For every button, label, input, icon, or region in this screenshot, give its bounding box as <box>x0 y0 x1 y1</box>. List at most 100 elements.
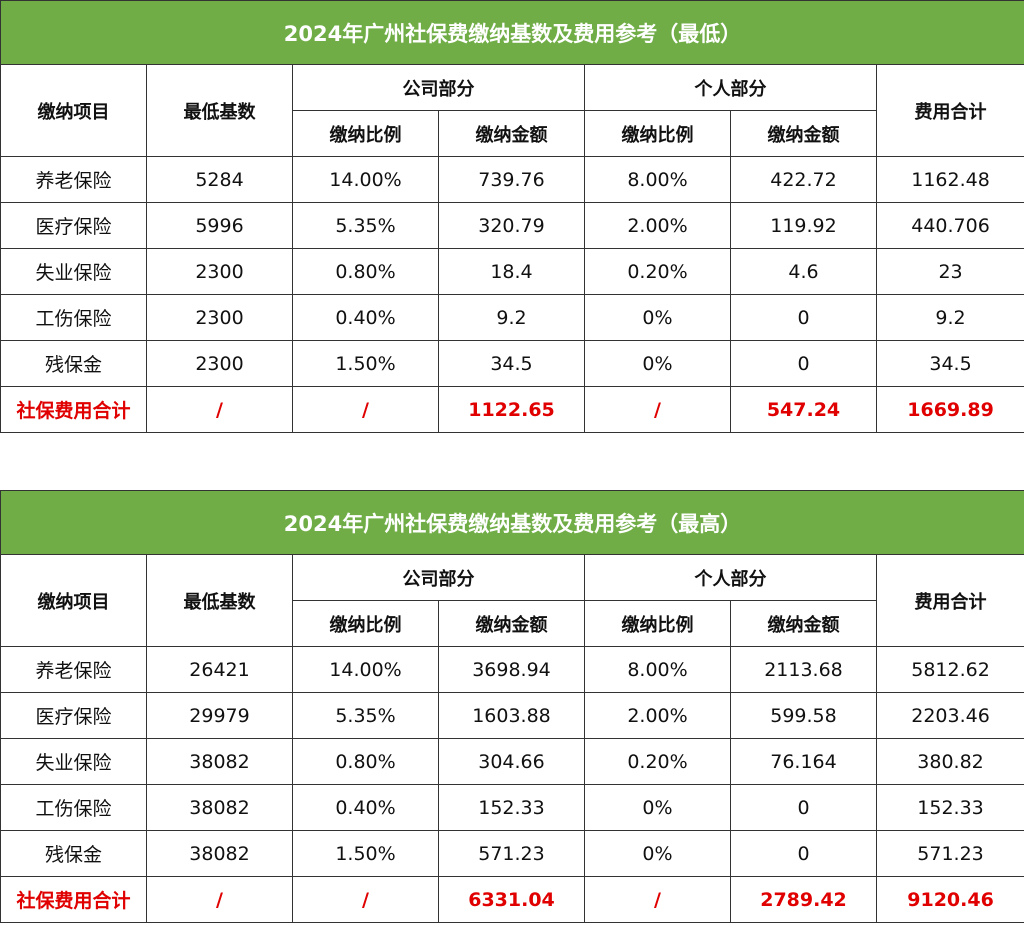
header-total: 费用合计 <box>875 554 1024 647</box>
cell-personal-amount: 422.72 <box>730 156 877 203</box>
header-base: 最低基数 <box>146 64 293 157</box>
cell-item: 医疗保险 <box>0 202 147 249</box>
cell-personal-amount: 0 <box>730 294 877 341</box>
cell-total: 152.33 <box>875 784 1024 831</box>
cell-personal-rate: 0% <box>584 340 731 387</box>
table-row: 失业保险 2300 0.80% 18.4 0.20% 4.6 23 <box>0 248 1024 295</box>
cell-personal-amount: 4.6 <box>730 248 877 295</box>
table-row: 残保金 2300 1.50% 34.5 0% 0 34.5 <box>0 340 1024 387</box>
total-company-rate: / <box>292 876 439 923</box>
cell-company-amount: 34.5 <box>438 340 585 387</box>
header-item: 缴纳项目 <box>0 64 147 157</box>
cell-company-amount: 304.66 <box>438 738 585 785</box>
table-row: 养老保险 5284 14.00% 739.76 8.00% 422.72 116… <box>0 156 1024 203</box>
header-total: 费用合计 <box>875 64 1024 157</box>
header-base: 最低基数 <box>146 554 293 647</box>
header-company-amount: 缴纳金额 <box>438 110 585 157</box>
cell-personal-rate: 0% <box>584 830 731 877</box>
cell-item: 工伤保险 <box>0 294 147 341</box>
cell-personal-rate: 0% <box>584 294 731 341</box>
cell-personal-amount: 599.58 <box>730 692 877 739</box>
cell-total: 440.706 <box>875 202 1024 249</box>
cell-personal-rate: 2.00% <box>584 202 731 249</box>
header-personal: 个人部分 <box>584 554 877 601</box>
cell-base: 2300 <box>146 294 293 341</box>
cell-total: 23 <box>875 248 1024 295</box>
total-item: 社保费用合计 <box>0 386 147 433</box>
cell-base: 5284 <box>146 156 293 203</box>
cell-personal-amount: 0 <box>730 340 877 387</box>
cell-item: 养老保险 <box>0 646 147 693</box>
total-base: / <box>146 876 293 923</box>
cell-total: 5812.62 <box>875 646 1024 693</box>
table-row: 残保金 38082 1.50% 571.23 0% 0 571.23 <box>0 830 1024 877</box>
header-company-rate: 缴纳比例 <box>292 110 439 157</box>
cell-personal-rate: 0.20% <box>584 248 731 295</box>
table-row: 医疗保险 29979 5.35% 1603.88 2.00% 599.58 22… <box>0 692 1024 739</box>
cell-total: 2203.46 <box>875 692 1024 739</box>
cell-base: 38082 <box>146 784 293 831</box>
cell-item: 医疗保险 <box>0 692 147 739</box>
social-insurance-max-table: 2024年广州社保费缴纳基数及费用参考（最高） 缴纳项目 最低基数 公司部分 个… <box>0 490 1024 923</box>
table-row: 医疗保险 5996 5.35% 320.79 2.00% 119.92 440.… <box>0 202 1024 249</box>
cell-total: 571.23 <box>875 830 1024 877</box>
cell-personal-rate: 2.00% <box>584 692 731 739</box>
total-personal-rate: / <box>584 876 731 923</box>
cell-company-rate: 0.80% <box>292 248 439 295</box>
cell-personal-amount: 2113.68 <box>730 646 877 693</box>
cell-company-rate: 14.00% <box>292 646 439 693</box>
header-item: 缴纳项目 <box>0 554 147 647</box>
header-company: 公司部分 <box>292 64 585 111</box>
cell-total: 34.5 <box>875 340 1024 387</box>
header-company-rate: 缴纳比例 <box>292 600 439 647</box>
cell-company-amount: 18.4 <box>438 248 585 295</box>
total-personal-amount: 2789.42 <box>730 876 877 923</box>
header-company: 公司部分 <box>292 554 585 601</box>
total-sum: 9120.46 <box>875 876 1024 923</box>
totals-row: 社保费用合计 / / 6331.04 / 2789.42 9120.46 <box>0 876 1024 923</box>
total-company-amount: 1122.65 <box>438 386 585 433</box>
table-row: 工伤保险 38082 0.40% 152.33 0% 0 152.33 <box>0 784 1024 831</box>
cell-personal-amount: 76.164 <box>730 738 877 785</box>
cell-base: 38082 <box>146 738 293 785</box>
cell-total: 380.82 <box>875 738 1024 785</box>
total-sum: 1669.89 <box>875 386 1024 433</box>
cell-company-amount: 739.76 <box>438 156 585 203</box>
table-row: 工伤保险 2300 0.40% 9.2 0% 0 9.2 <box>0 294 1024 341</box>
cell-company-amount: 571.23 <box>438 830 585 877</box>
cell-item: 失业保险 <box>0 248 147 295</box>
cell-company-rate: 0.80% <box>292 738 439 785</box>
total-company-amount: 6331.04 <box>438 876 585 923</box>
header-personal: 个人部分 <box>584 64 877 111</box>
cell-base: 26421 <box>146 646 293 693</box>
total-base: / <box>146 386 293 433</box>
header-company-amount: 缴纳金额 <box>438 600 585 647</box>
cell-company-rate: 0.40% <box>292 784 439 831</box>
totals-row: 社保费用合计 / / 1122.65 / 547.24 1669.89 <box>0 386 1024 433</box>
table-row: 养老保险 26421 14.00% 3698.94 8.00% 2113.68 … <box>0 646 1024 693</box>
cell-base: 29979 <box>146 692 293 739</box>
cell-personal-amount: 119.92 <box>730 202 877 249</box>
cell-company-amount: 152.33 <box>438 784 585 831</box>
total-personal-amount: 547.24 <box>730 386 877 433</box>
cell-personal-amount: 0 <box>730 784 877 831</box>
header-personal-rate: 缴纳比例 <box>584 110 731 157</box>
table-row: 失业保险 38082 0.80% 304.66 0.20% 76.164 380… <box>0 738 1024 785</box>
cell-company-rate: 1.50% <box>292 340 439 387</box>
total-personal-rate: / <box>584 386 731 433</box>
cell-company-rate: 5.35% <box>292 692 439 739</box>
cell-company-rate: 5.35% <box>292 202 439 249</box>
table-title: 2024年广州社保费缴纳基数及费用参考（最低） <box>0 0 1024 65</box>
cell-company-rate: 1.50% <box>292 830 439 877</box>
cell-item: 残保金 <box>0 830 147 877</box>
cell-personal-rate: 0.20% <box>584 738 731 785</box>
cell-company-amount: 320.79 <box>438 202 585 249</box>
header-personal-rate: 缴纳比例 <box>584 600 731 647</box>
cell-company-rate: 14.00% <box>292 156 439 203</box>
table-title: 2024年广州社保费缴纳基数及费用参考（最高） <box>0 490 1024 555</box>
cell-total: 1162.48 <box>875 156 1024 203</box>
cell-base: 5996 <box>146 202 293 249</box>
cell-base: 2300 <box>146 248 293 295</box>
cell-total: 9.2 <box>875 294 1024 341</box>
cell-item: 残保金 <box>0 340 147 387</box>
